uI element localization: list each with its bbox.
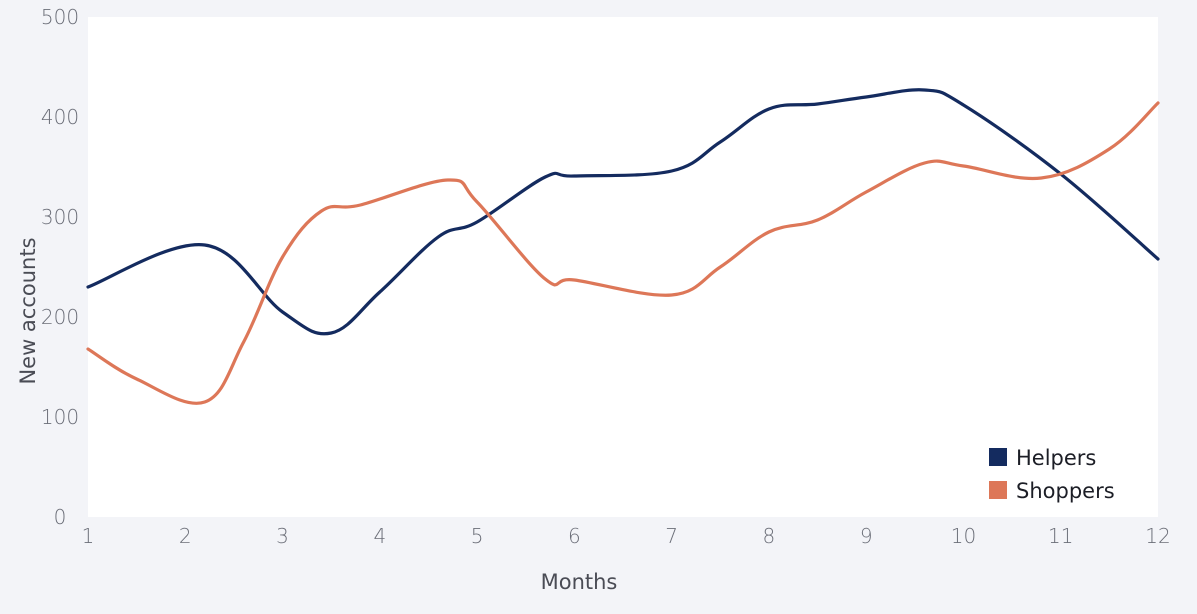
y-tick-label: 100 [41, 405, 79, 429]
y-tick-label: 300 [41, 205, 79, 229]
legend-label-shoppers: Shoppers [1016, 479, 1115, 503]
y-axis: 0 100 200 300 400 500 [41, 5, 79, 529]
y-tick-label: 0 [54, 505, 67, 529]
y-tick-label: 500 [41, 5, 79, 29]
legend-swatch-helpers [989, 448, 1007, 466]
x-tick-label: 12 [1145, 524, 1170, 548]
x-axis-title: Months [541, 570, 618, 594]
series-lines [86, 88, 1160, 405]
x-tick-label: 8 [763, 524, 776, 548]
x-tick-label: 2 [179, 524, 192, 548]
x-tick-label: 3 [276, 524, 289, 548]
y-axis-title: New accounts [16, 237, 40, 384]
legend: Helpers Shoppers [989, 446, 1115, 503]
series-line-helpers [86, 88, 1160, 336]
x-tick-label: 4 [373, 524, 386, 548]
x-tick-label: 1 [82, 524, 95, 548]
legend-label-helpers: Helpers [1016, 446, 1096, 470]
y-tick-label: 200 [41, 305, 79, 329]
plot-area [88, 17, 1158, 517]
x-tick-label: 7 [665, 524, 678, 548]
x-tick-label: 9 [860, 524, 873, 548]
x-axis: 1 2 3 4 5 6 7 8 9 10 11 12 [82, 524, 1171, 548]
x-tick-label: 6 [568, 524, 581, 548]
y-tick-label: 400 [41, 105, 79, 129]
series-line-shoppers [86, 101, 1160, 405]
x-tick-label: 5 [471, 524, 484, 548]
legend-swatch-shoppers [989, 481, 1007, 499]
x-tick-label: 10 [951, 524, 976, 548]
x-tick-label: 11 [1048, 524, 1073, 548]
